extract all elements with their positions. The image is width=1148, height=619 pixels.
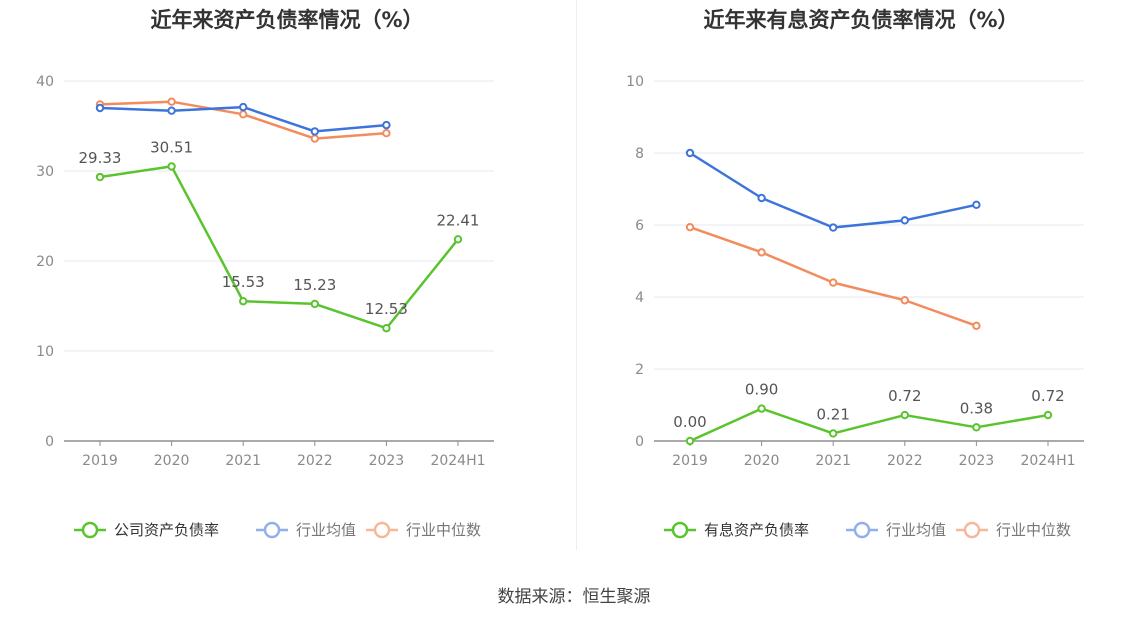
data-point — [685, 148, 695, 158]
legend-label: 有息资产负债率 — [704, 521, 809, 539]
x-tick-label: 2022 — [887, 453, 923, 469]
data-source: 数据来源：恒生聚源 — [497, 587, 651, 607]
data-label: 0.72 — [888, 387, 921, 405]
series-line — [689, 225, 977, 327]
data-point — [972, 200, 981, 210]
data-label: 29.33 — [79, 149, 122, 167]
legend-marker — [963, 521, 981, 539]
y-tick-label: 0 — [45, 434, 54, 450]
series-line — [689, 151, 977, 229]
data-point — [239, 297, 248, 306]
data-point — [382, 324, 391, 333]
series-line — [99, 165, 459, 330]
data-point — [310, 134, 319, 143]
x-tick-label: 2022 — [297, 453, 333, 469]
legend-marker — [81, 521, 99, 539]
data-label: 0.72 — [1031, 387, 1064, 405]
y-tick-label: 20 — [36, 254, 54, 270]
data-label: 0.38 — [960, 399, 993, 417]
chart-title: 近年来资产负债率情况（%） — [150, 8, 424, 32]
y-tick-label: 0 — [635, 434, 644, 450]
x-tick-label: 2019 — [82, 453, 118, 469]
data-label: 0.90 — [745, 381, 778, 399]
x-tick-label: 2024H1 — [1020, 453, 1075, 469]
data-point — [167, 162, 176, 171]
data-point — [685, 222, 695, 232]
x-tick-label: 2020 — [154, 453, 190, 469]
data-point — [829, 278, 838, 287]
y-tick-label: 10 — [626, 74, 644, 90]
legend-marker — [671, 521, 689, 539]
data-point — [829, 429, 838, 438]
data-point — [900, 410, 909, 420]
data-label: 12.53 — [365, 300, 408, 318]
data-point — [829, 223, 838, 232]
interest-bearing-debt-ratio-chart: 0 2 4 6 8 10 2019 2020 2021 2022 2023 2024H1 0.00 0.9… — [626, 74, 1084, 539]
chart-title: 近年来有息资产负债率情况（%） — [703, 8, 1019, 32]
y-tick-label: 8 — [635, 146, 644, 162]
y-tick-label: 4 — [635, 290, 644, 306]
data-point — [757, 193, 766, 203]
data-label: 30.51 — [150, 138, 193, 156]
x-tick-label: 2021 — [815, 453, 851, 469]
data-label: 15.53 — [222, 273, 265, 291]
data-point — [239, 102, 248, 112]
data-point — [900, 296, 909, 305]
y-tick-label: 30 — [36, 164, 54, 180]
data-label: 0.21 — [816, 405, 849, 423]
data-point — [310, 127, 319, 136]
data-point — [1043, 410, 1053, 420]
right-chart-panel: 近年来有息资产负债率情况（%） 0 2 4 6 8 10 2019 2020 2021 2022 2… — [574, 0, 1148, 560]
data-point — [382, 120, 391, 130]
data-point — [167, 106, 176, 115]
data-point — [685, 436, 695, 446]
x-tick-label: 2024H1 — [430, 453, 485, 469]
left-chart-panel: 近年来资产负债率情况（%） 0 10 20 30 40 2019 2020 2021 2022 2… — [0, 0, 574, 560]
data-point — [382, 129, 391, 138]
x-tick-label: 2021 — [225, 453, 261, 469]
x-tick-label: 2019 — [672, 453, 708, 469]
legend-marker — [853, 521, 871, 539]
data-point — [95, 172, 105, 182]
data-point — [757, 404, 766, 413]
legend-label: 行业均值 — [296, 521, 356, 539]
data-point — [239, 110, 248, 119]
legend-label: 行业中位数 — [996, 521, 1071, 539]
legend-marker — [373, 521, 391, 539]
legend-label: 行业中位数 — [406, 521, 481, 539]
data-point — [757, 248, 766, 257]
data-label: 15.23 — [293, 276, 336, 294]
y-tick-label: 6 — [635, 218, 644, 234]
data-point — [310, 299, 319, 309]
data-point — [972, 423, 981, 432]
data-point — [900, 216, 909, 225]
data-label: 0.00 — [673, 413, 706, 431]
x-tick-label: 2020 — [744, 453, 780, 469]
x-tick-label: 2023 — [369, 453, 405, 469]
y-tick-label: 2 — [635, 362, 644, 378]
legend-marker — [263, 521, 281, 539]
debt-ratio-chart: 0 10 20 30 40 2019 2020 2021 2022 2023 2024H1 29.33… — [36, 74, 494, 539]
series-line — [689, 407, 1049, 443]
data-point — [95, 103, 105, 113]
x-tick-label: 2023 — [959, 453, 995, 469]
data-point — [972, 321, 981, 330]
data-point — [453, 235, 463, 244]
legend-label: 公司资产负债率 — [114, 521, 219, 539]
legend-label: 行业均值 — [886, 521, 946, 539]
y-tick-label: 10 — [36, 344, 54, 360]
y-tick-label: 40 — [36, 74, 54, 90]
data-label: 22.41 — [437, 211, 480, 229]
panel-divider — [576, 0, 577, 550]
data-point — [167, 97, 176, 106]
